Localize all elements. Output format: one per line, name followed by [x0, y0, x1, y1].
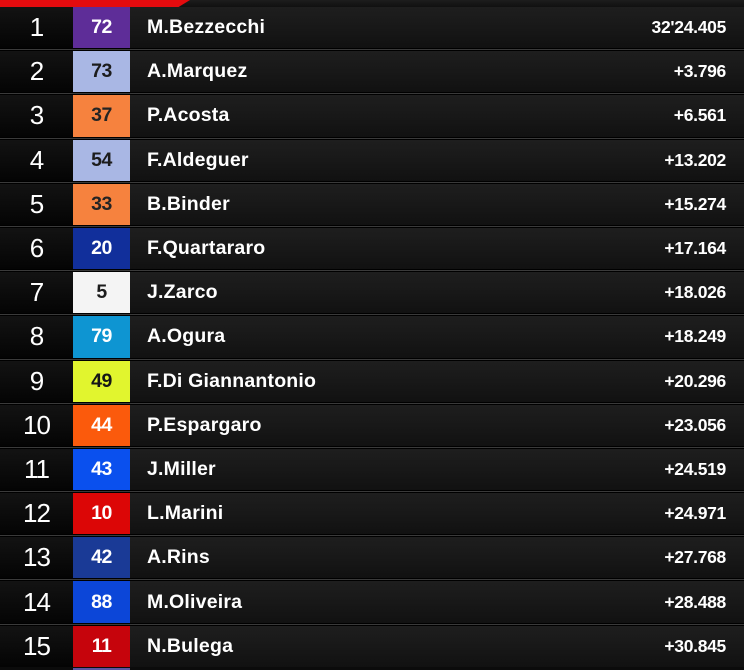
rider-name: A.Rins: [147, 546, 210, 569]
results-table: 1 72 M.Bezzecchi 32'24.405 2 73 A.Marque…: [0, 7, 744, 670]
gap-time: +28.488: [664, 591, 726, 612]
gap-time: +17.164: [664, 238, 726, 259]
position-number: 5: [0, 183, 73, 225]
rider-name: P.Acosta: [147, 104, 230, 127]
rider-number: 79: [91, 325, 112, 348]
rider-number: 20: [91, 237, 112, 260]
gap-time: 32'24.405: [651, 17, 727, 38]
rider-name: L.Marini: [147, 502, 224, 525]
position-number: 14: [0, 581, 73, 623]
rider-number-box: 54: [73, 139, 130, 181]
rider-number: 73: [91, 60, 112, 83]
rider-number: 11: [91, 634, 112, 657]
result-row[interactable]: 14 88 M.Oliveira +28.488: [0, 581, 744, 625]
rider-name: F.Aldeguer: [147, 148, 249, 171]
position-number: 3: [0, 95, 73, 137]
rider-name: M.Bezzecchi: [147, 16, 266, 39]
gap-time: +27.768: [664, 547, 726, 568]
rider-name: J.Miller: [147, 457, 216, 480]
rider-number: 44: [91, 413, 112, 436]
position-number: 11: [0, 448, 73, 491]
gap-time: +18.026: [664, 282, 726, 303]
gap-time: +13.202: [664, 149, 726, 170]
position-number: 2: [0, 51, 73, 93]
rider-number: 43: [91, 457, 112, 480]
rider-number-box: 5: [73, 272, 130, 314]
position-number: 9: [0, 360, 73, 402]
rider-number: 42: [91, 546, 112, 569]
position-number: 7: [0, 272, 73, 314]
result-row[interactable]: 3 37 P.Acosta +6.561: [0, 95, 744, 139]
result-row[interactable]: 4 54 F.Aldeguer +13.202: [0, 139, 744, 183]
gap-time: +30.845: [664, 635, 726, 656]
rider-number: 33: [91, 192, 112, 215]
red-accent-bar: [0, 0, 190, 7]
rider-name: F.Di Giannantonio: [147, 369, 317, 392]
gap-time: +3.796: [673, 61, 727, 82]
gap-time: +24.519: [664, 458, 726, 479]
rider-number: 49: [91, 369, 112, 392]
result-row[interactable]: 12 10 L.Marini +24.971: [0, 493, 744, 537]
rider-number-box: 42: [73, 537, 130, 579]
gap-time: +20.296: [664, 370, 726, 391]
result-row[interactable]: 2 73 A.Marquez +3.796: [0, 51, 744, 95]
gap-time: +18.249: [664, 326, 726, 347]
result-row[interactable]: 13 42 A.Rins +27.768: [0, 537, 744, 581]
position-number: 6: [0, 227, 73, 270]
result-row[interactable]: 11 43 J.Miller +24.519: [0, 448, 744, 493]
rider-number-box: 44: [73, 404, 130, 446]
gap-time: +23.056: [664, 414, 726, 435]
result-row[interactable]: 8 79 A.Ogura +18.249: [0, 316, 744, 360]
rider-name: F.Quartararo: [147, 237, 266, 260]
rider-number: 72: [91, 16, 112, 39]
result-row[interactable]: 6 20 F.Quartararo +17.164: [0, 227, 744, 272]
rider-number-box: 43: [73, 448, 130, 491]
gap-time: +6.561: [673, 105, 727, 126]
position-number: 12: [0, 493, 73, 535]
result-row[interactable]: 10 44 P.Espargaro +23.056: [0, 404, 744, 449]
rider-number-box: 33: [73, 183, 130, 225]
rider-name: M.Oliveira: [147, 590, 243, 613]
rider-number-box: 73: [73, 51, 130, 93]
gap-time: +15.274: [664, 193, 726, 214]
rider-number-box: 72: [73, 7, 130, 49]
result-row[interactable]: 5 33 B.Binder +15.274: [0, 183, 744, 228]
rider-name: J.Zarco: [147, 281, 218, 304]
result-row[interactable]: 9 49 F.Di Giannantonio +20.296: [0, 360, 744, 404]
position-number: 15: [0, 625, 73, 667]
position-number: 8: [0, 316, 73, 358]
rider-number: 5: [96, 281, 107, 304]
rider-number-box: 37: [73, 95, 130, 137]
rider-number: 10: [91, 502, 112, 525]
rider-number-box: 79: [73, 316, 130, 358]
position-number: 1: [0, 7, 73, 49]
rider-name: B.Binder: [147, 192, 230, 215]
top-strip: [0, 0, 744, 7]
result-row[interactable]: 7 5 J.Zarco +18.026: [0, 272, 744, 316]
position-number: 4: [0, 139, 73, 181]
rider-number-box: 88: [73, 581, 130, 623]
rider-number: 37: [91, 104, 112, 127]
rider-number-box: 20: [73, 227, 130, 270]
bottom-strip: [0, 667, 744, 670]
position-number: 13: [0, 537, 73, 579]
rider-name: N.Bulega: [147, 634, 234, 657]
gap-time: +24.971: [664, 503, 726, 524]
rider-number-box: 49: [73, 360, 130, 402]
next-row-peek: [73, 668, 130, 670]
result-row[interactable]: 1 72 M.Bezzecchi 32'24.405: [0, 7, 744, 51]
rider-name: P.Espargaro: [147, 413, 262, 436]
rider-number: 88: [91, 590, 112, 613]
rider-name: A.Ogura: [147, 325, 226, 348]
rider-number: 54: [91, 148, 112, 171]
rider-number-box: 11: [73, 625, 130, 667]
rider-number-box: 10: [73, 493, 130, 535]
position-number: 10: [0, 404, 73, 446]
rider-name: A.Marquez: [147, 60, 248, 83]
result-row[interactable]: 15 11 N.Bulega +30.845: [0, 625, 744, 670]
